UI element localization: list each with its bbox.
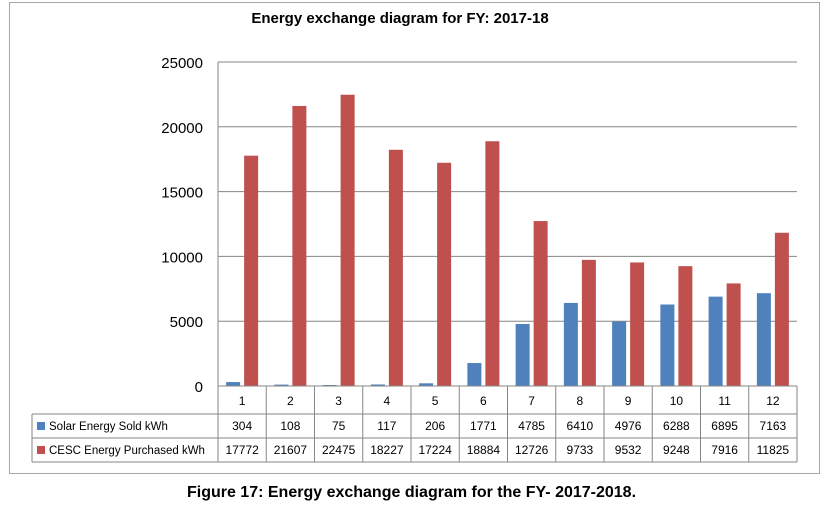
data-label: 4976	[615, 419, 642, 433]
data-label: 206	[425, 419, 445, 433]
chart-title: Energy exchange diagram for FY: 2017-18	[251, 10, 549, 27]
data-label: 4785	[518, 419, 545, 433]
category-label: 12	[766, 394, 780, 408]
data-label: 1771	[470, 419, 497, 433]
legend-key	[37, 446, 45, 454]
bar-cesc	[485, 141, 500, 386]
category-label: 8	[577, 394, 584, 408]
data-label: 6288	[663, 419, 690, 433]
bar-cesc	[630, 262, 645, 386]
legend-label: CESC Energy Purchased kWh	[49, 445, 205, 457]
category-label: 10	[670, 394, 684, 408]
bar-solar	[708, 296, 723, 386]
data-label: 21607	[274, 443, 308, 457]
data-label: 7916	[711, 443, 738, 457]
bar-solar	[515, 323, 530, 386]
bar-solar	[370, 384, 385, 386]
bar-cesc	[581, 259, 596, 386]
bar-cesc	[244, 155, 259, 386]
data-label: 304	[232, 419, 252, 433]
bar-solar	[563, 302, 578, 386]
bar-solar	[756, 293, 771, 386]
data-label: 9532	[615, 443, 642, 457]
data-label: 11825	[757, 443, 790, 457]
data-label: 117	[377, 419, 396, 433]
bar-cesc	[533, 221, 548, 386]
category-label: 5	[432, 394, 439, 408]
data-label: 108	[280, 419, 300, 433]
bar-solar	[274, 384, 289, 386]
y-tick-label: 0	[195, 379, 203, 396]
data-label: 22475	[322, 443, 356, 457]
y-tick-label: 15000	[161, 185, 203, 202]
bar-solar	[226, 382, 241, 386]
data-label: 9248	[663, 443, 690, 457]
category-label: 1	[239, 394, 246, 408]
bar-cesc	[340, 94, 355, 386]
data-label: 6410	[567, 419, 594, 433]
data-label: 17772	[225, 443, 259, 457]
data-label: 7163	[760, 419, 787, 433]
category-label: 2	[287, 394, 294, 408]
category-label: 3	[335, 394, 342, 408]
y-tick-label: 25000	[161, 55, 203, 72]
data-label: 17224	[418, 443, 452, 457]
bar-solar	[467, 363, 482, 386]
category-label: 7	[528, 394, 535, 408]
data-label: 9733	[567, 443, 594, 457]
category-label: 9	[625, 394, 632, 408]
bar-solar	[660, 304, 675, 386]
data-label: 75	[332, 419, 346, 433]
bar-solar	[612, 321, 627, 386]
bar-cesc	[388, 149, 403, 386]
y-tick-label: 20000	[161, 120, 203, 137]
bar-cesc	[774, 232, 789, 386]
data-label: 6895	[711, 419, 738, 433]
y-tick-label: 5000	[170, 314, 203, 331]
data-label: 12726	[515, 443, 549, 457]
bar-cesc	[726, 283, 741, 386]
data-label: 18227	[370, 443, 404, 457]
category-label: 6	[480, 394, 487, 408]
legend-key	[37, 422, 45, 430]
category-label: 4	[384, 394, 391, 408]
chart-frame	[9, 2, 820, 474]
bar-cesc	[292, 105, 307, 387]
category-label: 11	[718, 394, 731, 408]
data-label: 18884	[467, 443, 501, 457]
bar-cesc	[678, 266, 693, 386]
y-tick-label: 10000	[161, 249, 203, 266]
figure-caption: Figure 17: Energy exchange diagram for t…	[186, 484, 637, 501]
legend-label: Solar Energy Sold kWh	[49, 421, 168, 433]
bar-solar	[419, 383, 434, 386]
bar-cesc	[437, 162, 452, 386]
